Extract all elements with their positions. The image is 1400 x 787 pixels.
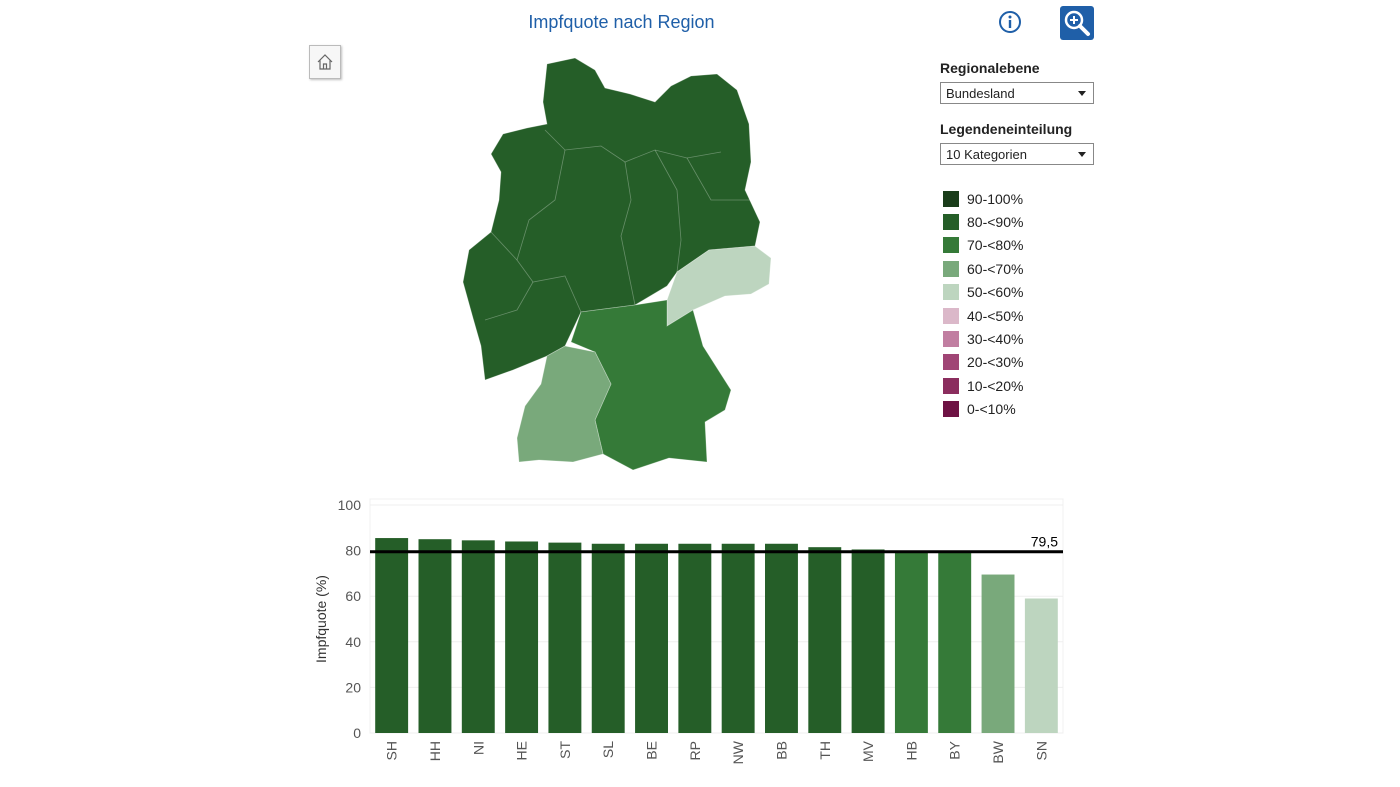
legend-label: 10-<20% [967,377,1024,394]
legend-item[interactable]: 0-<10% [940,398,1100,421]
legend-label: 30-<40% [967,331,1024,348]
bar[interactable] [505,541,539,733]
x-tick-label: TH [817,741,833,760]
x-tick-label: SN [1033,741,1049,760]
home-button[interactable] [309,45,341,79]
legend-item[interactable]: 50-<60% [940,281,1100,304]
x-tick-label: SH [384,741,400,760]
bar-chart: 0 20 40 60 80 100 Impfquote (%) SH HH NI HE ST SL BE R… [313,497,1064,764]
legend-label: 70-<80% [967,237,1024,254]
legend-item[interactable]: 20-<30% [940,351,1100,374]
legend-swatch [943,307,959,324]
legend-item[interactable]: 70-<80% [940,234,1100,257]
info-button[interactable] [998,10,1022,34]
bar[interactable] [548,542,582,733]
region-level-value: Bundesland [946,86,1015,101]
y-tick-label: 60 [345,588,361,604]
x-tick-label: RP [687,741,703,760]
bar[interactable] [721,543,755,733]
germany-map[interactable] [455,50,775,480]
bar[interactable] [765,543,798,733]
x-tick-label: BY [947,740,963,759]
bar[interactable] [938,551,972,733]
control-panel: Regionalebene Bundesland Legendeneinteil… [940,60,1100,421]
legend-label: 50-<60% [967,284,1024,301]
chevron-down-icon [1078,91,1086,96]
bar[interactable] [635,543,668,733]
chevron-down-icon [1078,152,1086,157]
x-tick-label: NI [470,741,486,755]
x-tick-label: SL [600,741,616,758]
legend-swatch [943,354,959,371]
page-title: Impfquote nach Region [528,12,715,32]
legend-label: 60-<70% [967,260,1024,277]
info-icon [999,11,1021,33]
region-level-label: Regionalebene [940,60,1040,76]
reference-line-label: 79,5 [1031,534,1058,550]
legend-division-select[interactable]: 10 Kategorien [940,143,1094,165]
map-region-bw[interactable] [516,345,612,463]
legend-item[interactable]: 10-<20% [940,374,1100,397]
bar[interactable] [418,539,452,733]
bar[interactable] [894,551,928,733]
bar[interactable] [851,549,885,733]
bar[interactable] [461,540,495,733]
y-tick-label: 20 [345,679,361,695]
legend-item[interactable]: 90-100% [940,187,1100,210]
x-tick-label: HB [903,741,919,760]
bar[interactable] [808,547,842,733]
legend-swatch [943,190,959,207]
legend-item[interactable]: 30-<40% [940,327,1100,350]
bar[interactable] [678,543,712,733]
legend-swatch [943,260,959,277]
x-tick-label: ST [557,741,573,759]
y-tick-label: 80 [345,543,361,559]
bar[interactable] [591,543,625,733]
legend-label: 90-100% [967,190,1024,207]
x-tick-label: HE [514,741,530,760]
legend-item[interactable]: 60-<70% [940,257,1100,280]
bar[interactable] [981,574,1015,733]
home-icon [317,54,333,70]
legend-label: 40-<50% [967,307,1024,324]
legend-label: 20-<30% [967,354,1024,371]
legend-swatch [943,331,959,348]
legend-swatch [943,284,959,301]
legend-division-label: Legendeneinteilung [940,121,1073,137]
legend-label: 80-<90% [967,214,1024,231]
y-axis-label: Impfquote (%) [313,575,329,663]
zoom-in-icon [1064,10,1090,36]
y-tick-label: 40 [345,634,361,650]
legend-swatch [943,237,959,254]
legend-label: 0-<10% [967,401,1016,418]
legend: 90-100% 80-<90% 70-<80% 60-<70% 50-<60% 40-<5… [940,187,1100,421]
y-tick-label: 0 [353,725,361,741]
bar[interactable] [375,538,409,733]
legend-swatch [943,401,959,418]
legend-swatch [943,377,959,394]
legend-division-value: 10 Kategorien [946,147,1027,162]
legend-item[interactable]: 40-<50% [940,304,1100,327]
y-tick-label: 100 [338,497,362,513]
legend-item[interactable]: 80-<90% [940,210,1100,233]
x-tick-label: HH [427,741,443,761]
region-level-select[interactable]: Bundesland [940,82,1094,104]
x-tick-label: BW [990,740,1006,763]
x-tick-label: NW [730,740,746,764]
bar[interactable] [1024,598,1058,733]
zoom-button[interactable] [1060,6,1094,40]
x-tick-label: BE [644,741,660,760]
legend-swatch [943,214,959,231]
x-tick-label: MV [860,740,876,762]
x-tick-label: BB [773,741,789,760]
